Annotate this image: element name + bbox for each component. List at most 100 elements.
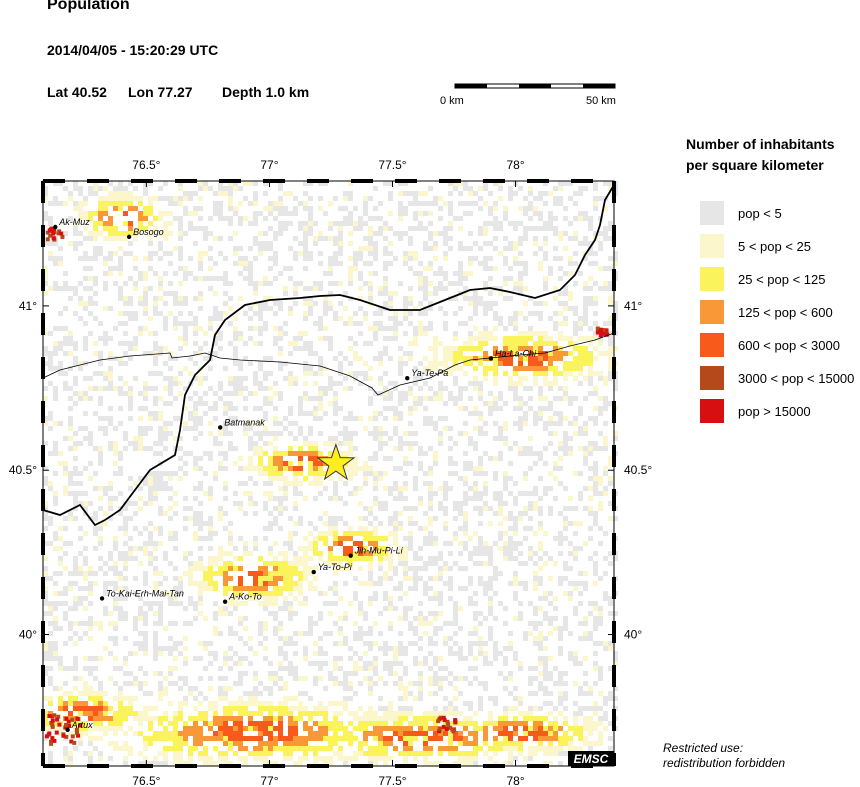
population-cell	[408, 461, 413, 466]
population-cell	[548, 616, 553, 621]
population-cell	[328, 476, 333, 481]
population-cell	[263, 716, 268, 721]
population-cell	[383, 506, 388, 511]
population-cell	[393, 521, 398, 526]
population-cell	[208, 366, 213, 371]
population-cell	[78, 391, 83, 396]
population-cell	[223, 456, 228, 461]
population-cell	[413, 331, 418, 336]
population-cell	[183, 296, 188, 301]
population-cell	[508, 631, 513, 636]
population-cell	[83, 306, 88, 311]
population-cell	[193, 326, 198, 331]
population-cell	[363, 506, 368, 511]
population-cell	[588, 476, 593, 481]
population-cell	[603, 446, 608, 451]
population-cell	[258, 436, 263, 441]
population-cell	[373, 641, 378, 646]
population-cell	[173, 711, 178, 716]
population-cell	[533, 501, 538, 506]
population-cell	[488, 546, 493, 551]
population-cell	[168, 536, 173, 541]
population-cell	[543, 281, 548, 286]
population-cell	[348, 556, 353, 561]
population-cell	[138, 221, 143, 226]
population-cell	[428, 556, 433, 561]
population-cell	[163, 271, 168, 276]
population-cell	[528, 526, 533, 531]
population-cell	[378, 536, 383, 541]
population-cell	[103, 561, 108, 566]
population-cell	[493, 346, 498, 351]
population-cell	[228, 566, 233, 571]
population-cell	[593, 281, 598, 286]
population-cell	[513, 246, 518, 251]
population-cell	[593, 346, 598, 351]
population-cell	[153, 656, 158, 661]
population-cell	[153, 571, 158, 576]
population-cell	[283, 706, 288, 711]
population-cell	[563, 566, 568, 571]
population-cell	[308, 306, 313, 311]
population-cell	[223, 571, 228, 576]
population-cell	[388, 291, 393, 296]
population-cell	[43, 386, 48, 391]
population-cell	[153, 301, 158, 306]
population-cell	[98, 356, 103, 361]
population-cell	[143, 711, 148, 716]
population-cell	[333, 406, 338, 411]
population-cell	[298, 201, 303, 206]
population-cell	[173, 586, 178, 591]
population-cell	[573, 321, 578, 326]
population-cell	[423, 481, 428, 486]
population-cell	[498, 316, 503, 321]
population-cell	[48, 201, 53, 206]
population-cell	[298, 221, 303, 226]
population-cell	[403, 441, 408, 446]
population-cell	[608, 481, 613, 486]
population-cell	[548, 511, 553, 516]
population-cell	[243, 466, 248, 471]
population-cell	[258, 326, 263, 331]
population-cell	[553, 296, 558, 301]
population-cell	[533, 706, 538, 711]
population-cell	[418, 211, 423, 216]
population-cell	[188, 566, 193, 571]
population-cell	[423, 381, 428, 386]
population-cell	[153, 361, 158, 366]
population-cell	[53, 396, 58, 401]
population-cell	[68, 621, 73, 626]
population-cell	[553, 421, 558, 426]
population-cell	[603, 376, 608, 381]
population-cell	[473, 611, 478, 616]
population-cell	[193, 321, 198, 326]
population-cell	[448, 566, 453, 571]
population-cell	[253, 256, 258, 261]
population-cell	[413, 396, 418, 401]
population-cell	[143, 671, 148, 676]
population-cell	[413, 271, 418, 276]
population-cell	[553, 376, 558, 381]
population-cell	[168, 231, 173, 236]
population-cell	[548, 361, 553, 366]
population-cell	[128, 181, 133, 186]
population-cell	[568, 291, 573, 296]
population-cell	[338, 251, 343, 256]
population-cell	[493, 641, 498, 646]
population-cell	[288, 566, 293, 571]
population-cell	[253, 286, 258, 291]
population-cell	[138, 681, 143, 686]
population-cell	[278, 461, 283, 466]
population-cell	[478, 546, 483, 551]
population-cell	[88, 311, 93, 316]
population-cell	[538, 671, 543, 676]
population-cell	[433, 591, 438, 596]
population-cell	[113, 461, 118, 466]
population-cell	[258, 381, 263, 386]
population-cell	[508, 546, 513, 551]
population-cell	[473, 381, 478, 386]
population-cell	[563, 506, 568, 511]
population-cell	[68, 351, 73, 356]
population-cell	[113, 386, 118, 391]
